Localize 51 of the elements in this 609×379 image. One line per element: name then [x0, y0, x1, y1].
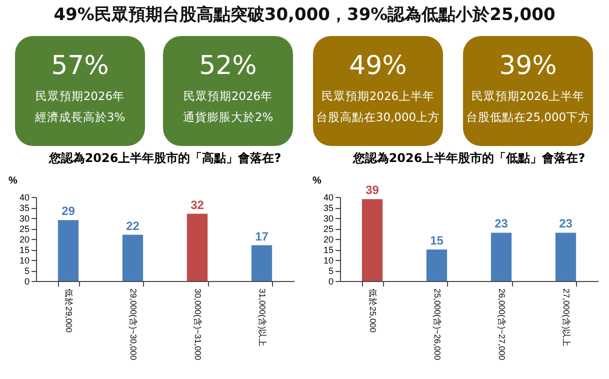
y-tick-label: 0	[24, 276, 30, 286]
chart-title: 您認為2026上半年股市的「高點」會落在?	[48, 151, 282, 165]
x-tick-label: 27,000(含)以上	[561, 288, 572, 348]
bar	[122, 234, 144, 281]
x-tick-label: 29,000(含)~30,000	[128, 288, 138, 360]
y-tick-label: 10	[323, 256, 334, 266]
data-label: 23	[559, 216, 573, 231]
y-tick-label: 20	[19, 234, 30, 244]
x-tick-label: 30,000(含)~31,000	[192, 288, 203, 360]
x-tick-label: 26,000(含)~27,000	[496, 288, 507, 360]
bar	[251, 245, 272, 281]
y-tick-label: 40	[19, 192, 30, 202]
x-tick-label: 25,000(含)~26,000	[432, 288, 442, 360]
rounded-panel: 49% 民眾預期2026上半年 台股高點在30,000上方	[313, 36, 443, 146]
y-tick-label: 30	[323, 214, 334, 224]
y-tick-label: 30	[19, 214, 30, 224]
bar	[58, 220, 79, 281]
data-label: 32	[190, 198, 204, 212]
y-tick-label: 15	[19, 245, 30, 255]
bar	[362, 199, 383, 281]
rounded-panel: 57% 民眾預期2026年 經濟成長高於3%	[15, 36, 145, 146]
rounded-panel: 39% 民眾預期2026上半年 台股低點在25,000下方	[463, 36, 593, 146]
y-axis-title: %	[312, 176, 322, 186]
y-tick-label: 40	[323, 192, 334, 202]
data-label: 17	[255, 229, 269, 244]
y-tick-label: 25	[19, 224, 30, 234]
text: 49%民眾預期台股高點突破30,000，39%認為低點小於25,000	[52, 4, 556, 27]
y-tick-label: 5	[328, 266, 334, 276]
bar	[426, 250, 448, 281]
data-label: 15	[430, 234, 444, 248]
bar	[186, 214, 208, 281]
x-tick-label: 低於29,000	[64, 288, 74, 333]
y-tick-label: 35	[19, 203, 30, 213]
y-tick-label: 10	[19, 256, 30, 266]
y-tick-label: 25	[323, 224, 334, 234]
y-axis-title: %	[8, 176, 18, 186]
y-tick-label: 15	[323, 245, 334, 255]
data-label: 29	[62, 204, 76, 218]
y-tick-label: 35	[323, 203, 334, 213]
data-label: 23	[494, 216, 508, 231]
y-tick-label: 20	[323, 234, 334, 244]
y-tick-label: 0	[328, 276, 334, 286]
y-tick-label: 5	[24, 266, 30, 276]
bar	[490, 232, 512, 281]
chart-title: 您認為2026上半年股市的「低點」會落在?	[352, 151, 586, 165]
x-tick-label: 31,000(含)以上	[257, 288, 268, 348]
bar	[555, 232, 576, 281]
rounded-panel: 52% 民眾預期2026年 通貨膨脹大於2%	[163, 36, 293, 146]
x-tick-label: 低於25,000	[368, 288, 378, 333]
data-label: 39	[366, 183, 380, 198]
data-label: 22	[126, 218, 140, 233]
